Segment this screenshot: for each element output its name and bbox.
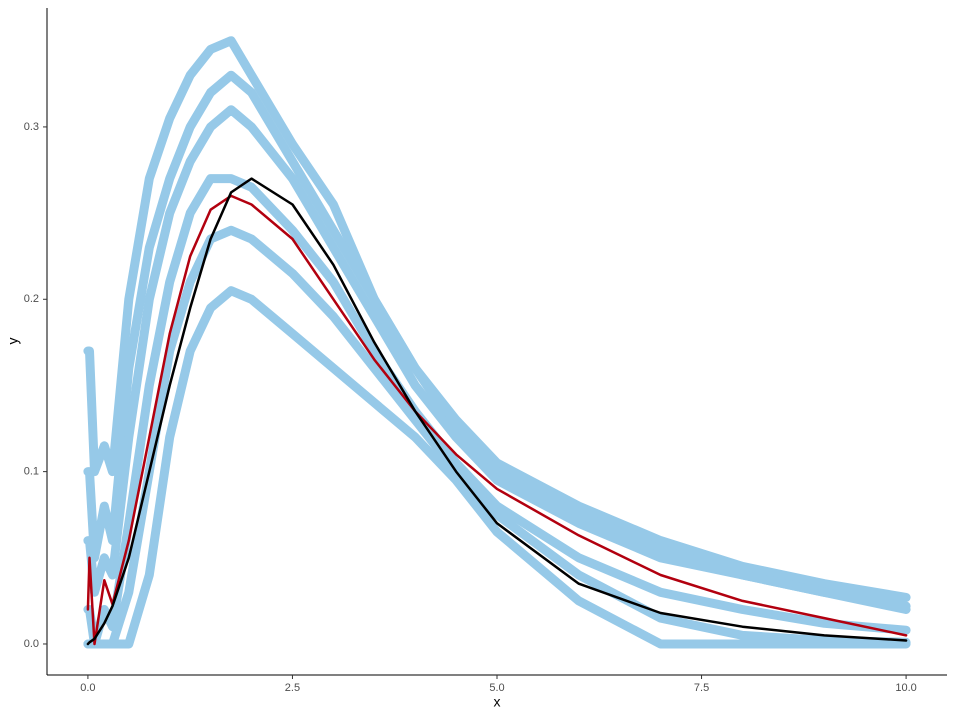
series-line bbox=[86, 177, 908, 646]
series-line bbox=[83, 174, 911, 649]
series-line bbox=[83, 286, 911, 649]
x-tick-label: 7.5 bbox=[694, 682, 709, 694]
y-tick-label: 0.0 bbox=[24, 638, 39, 650]
series-line bbox=[83, 36, 911, 602]
series-line bbox=[83, 105, 911, 614]
x-tick-label: 10.0 bbox=[895, 682, 916, 694]
x-axis-title: x bbox=[494, 694, 501, 710]
series-line bbox=[83, 70, 911, 611]
x-tick-label: 0.0 bbox=[80, 682, 95, 694]
y-tick-label: 0.2 bbox=[24, 293, 39, 305]
series-line bbox=[86, 194, 908, 646]
y-axis-title: y bbox=[5, 338, 21, 345]
x-tick-label: 5.0 bbox=[489, 682, 504, 694]
y-tick-label: 0.3 bbox=[24, 121, 39, 133]
y-tick-label: 0.1 bbox=[24, 466, 39, 478]
x-tick-label: 2.5 bbox=[285, 682, 300, 694]
